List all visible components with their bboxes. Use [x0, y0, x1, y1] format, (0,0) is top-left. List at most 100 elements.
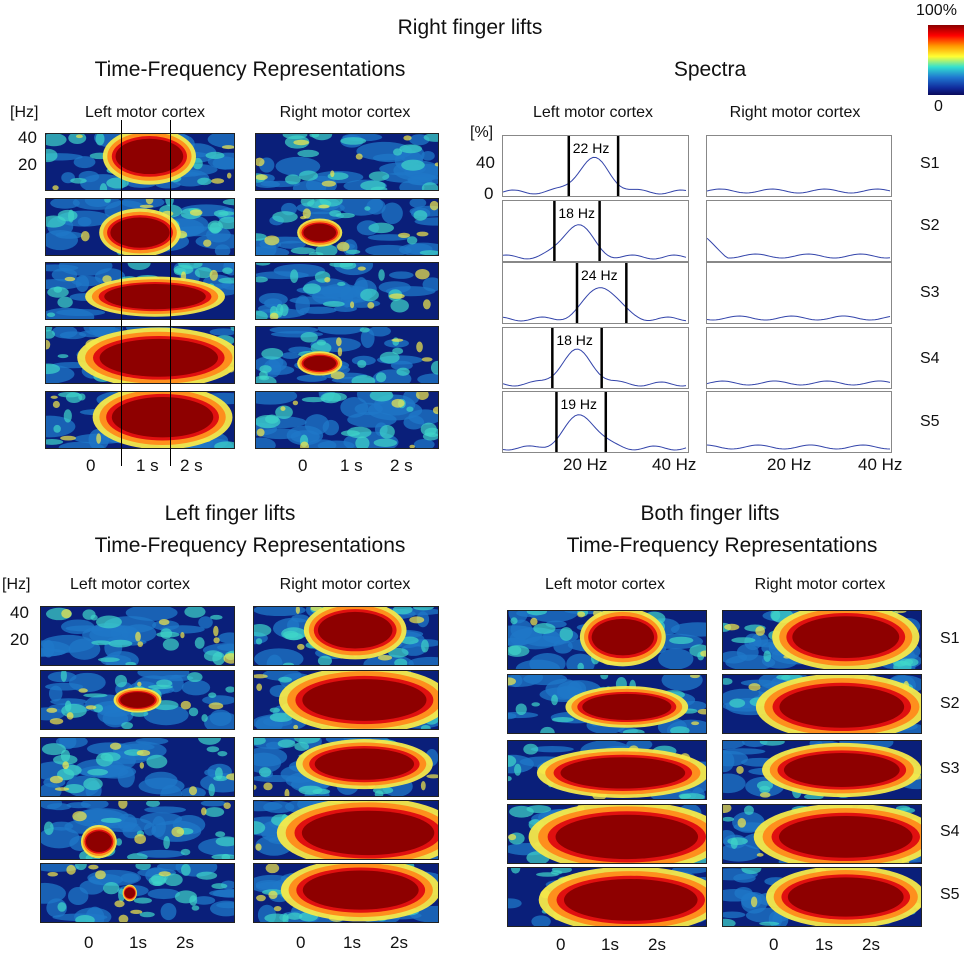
tfr-both-lifts-right-s5 [722, 867, 922, 927]
right-lifts-time-tick-0: 0 [86, 456, 96, 475]
svg-text:24 Hz: 24 Hz [581, 267, 618, 283]
spectrum-left-s2: 18 Hz [502, 200, 689, 262]
both-lifts-col-right: Right motor cortex [754, 576, 886, 593]
spectra-xtick-40hz-left: 40 Hz [652, 455, 697, 474]
left-lifts-hz-tick-20: 20 [10, 630, 29, 649]
svg-text:19 Hz: 19 Hz [560, 396, 597, 412]
spectra-unit-label: [%] [470, 124, 494, 141]
tfr-right-lifts-left-s3 [45, 262, 235, 320]
svg-text:22 Hz: 22 Hz [573, 140, 610, 156]
tfr-right-lifts-left-s2 [45, 198, 235, 256]
right-lifts-r-time-tick-2s: 2 s [390, 456, 413, 475]
both-lifts-col-left: Left motor cortex [544, 576, 666, 593]
spectra-col-right: Right motor cortex [729, 104, 861, 121]
right-lifts-hz-tick-20: 20 [18, 155, 37, 174]
subject-label-bottom-s3: S3 [940, 760, 960, 777]
tfr-left-lifts-left-s3 [40, 737, 235, 797]
tfr-right-lifts-left-s1 [45, 133, 235, 191]
right-lifts-title: Right finger lifts [397, 16, 543, 39]
spectrum-right-s2 [706, 200, 892, 262]
spectra-xtick-20hz-left: 20 Hz [563, 455, 608, 474]
left-lifts-r-time-tick-2s: 2s [390, 933, 408, 952]
tfr-right-lifts-right-s5 [255, 391, 439, 449]
right-lifts-col-left: Left motor cortex [84, 104, 206, 121]
right-lifts-r-time-tick-1s: 1 s [340, 456, 363, 475]
tfr-both-lifts-left-s2 [507, 674, 707, 734]
tfr-both-lifts-left-s3 [507, 740, 707, 800]
tfr-right-lifts-left-s5 [45, 391, 235, 449]
tfr-left-lifts-left-s2 [40, 670, 235, 730]
tfr-both-lifts-right-s3 [722, 740, 922, 800]
tfr-left-lifts-right-s1 [253, 606, 439, 666]
spectrum-left-s4: 18 Hz [502, 327, 689, 389]
tfr-left-lifts-left-s1 [40, 606, 235, 666]
subject-label-top-s5: S5 [920, 413, 940, 430]
right-lifts-time-tick-2s: 2 s [180, 456, 203, 475]
spectrum-right-s1 [706, 135, 892, 197]
left-lifts-time-tick-1s: 1s [129, 933, 147, 952]
right-lifts-time-tick-1s: 1 s [136, 456, 159, 475]
subject-label-top-s2: S2 [920, 217, 940, 234]
svg-text:18 Hz: 18 Hz [556, 332, 593, 348]
spectrum-left-s1: 22 Hz [502, 135, 689, 197]
colorbar [928, 25, 964, 95]
tfr-left-lifts-right-s3 [253, 737, 439, 797]
both-lifts-time-tick-2s: 2s [648, 935, 666, 954]
tfr-both-lifts-right-s1 [722, 610, 922, 670]
subject-label-bottom-s1: S1 [940, 630, 960, 647]
tfr-both-lifts-left-s5 [507, 867, 707, 927]
left-lifts-hz-tick-40: 40 [10, 603, 29, 622]
tfr-left-lifts-left-s4 [40, 800, 235, 860]
colorbar-max-label: 100% [916, 2, 957, 19]
subject-label-top-s3: S3 [920, 284, 940, 301]
marker-line-0s [121, 120, 122, 466]
left-lifts-col-left: Left motor cortex [69, 576, 191, 593]
both-lifts-title: Both finger lifts [640, 502, 780, 525]
right-lifts-col-right: Right motor cortex [279, 104, 411, 121]
right-lifts-hz-label: [Hz] [10, 104, 39, 121]
subject-label-bottom-s2: S2 [940, 695, 960, 712]
marker-line-2s [170, 120, 171, 466]
subject-label-top-s4: S4 [920, 350, 940, 367]
spectra-ytick-40: 40 [476, 153, 495, 172]
tfr-left-lifts-right-s4 [253, 800, 439, 860]
tfr-both-lifts-right-s2 [722, 674, 922, 734]
both-lifts-r-time-tick-0: 0 [769, 935, 779, 954]
spectra-col-left: Left motor cortex [532, 104, 654, 121]
both-lifts-tfr-title: Time-Frequency Representations [566, 534, 878, 557]
both-lifts-time-tick-1s: 1s [601, 935, 619, 954]
colorbar-min-label: 0 [934, 98, 943, 115]
left-lifts-col-right: Right motor cortex [279, 576, 411, 593]
spectrum-left-s3: 24 Hz [502, 262, 689, 324]
right-lifts-r-time-tick-0: 0 [298, 456, 308, 475]
left-lifts-r-time-tick-0: 0 [296, 933, 306, 952]
right-lifts-hz-tick-40: 40 [18, 128, 37, 147]
tfr-left-lifts-right-s2 [253, 670, 439, 730]
subject-label-bottom-s5: S5 [940, 886, 960, 903]
left-lifts-hz-label: [Hz] [2, 576, 31, 593]
spectra-xtick-40hz-right: 40 Hz [858, 455, 903, 474]
spectra-ytick-0: 0 [484, 184, 494, 203]
spectrum-right-s5 [706, 391, 892, 453]
spectrum-right-s4 [706, 327, 892, 389]
tfr-right-lifts-right-s3 [255, 262, 439, 320]
tfr-right-lifts-right-s4 [255, 326, 439, 384]
both-lifts-r-time-tick-1s: 1s [815, 935, 833, 954]
tfr-both-lifts-right-s4 [722, 804, 922, 864]
tfr-left-lifts-right-s5 [253, 863, 439, 923]
subject-label-bottom-s4: S4 [940, 823, 960, 840]
spectrum-right-s3 [706, 262, 892, 324]
left-lifts-time-tick-0: 0 [84, 933, 94, 952]
tfr-both-lifts-left-s1 [507, 610, 707, 670]
tfr-right-lifts-right-s1 [255, 133, 439, 191]
tfr-left-lifts-left-s5 [40, 863, 235, 923]
spectrum-left-s5: 19 Hz [502, 391, 689, 453]
left-lifts-title: Left finger lifts [164, 502, 296, 525]
left-lifts-r-time-tick-1s: 1s [343, 933, 361, 952]
left-lifts-tfr-title: Time-Frequency Representations [94, 534, 406, 557]
subject-label-top-s1: S1 [920, 155, 940, 172]
spectra-xtick-20hz-right: 20 Hz [767, 455, 812, 474]
left-lifts-time-tick-2s: 2s [176, 933, 194, 952]
right-lifts-spectra-title: Spectra [673, 58, 747, 81]
tfr-right-lifts-left-s4 [45, 326, 235, 384]
